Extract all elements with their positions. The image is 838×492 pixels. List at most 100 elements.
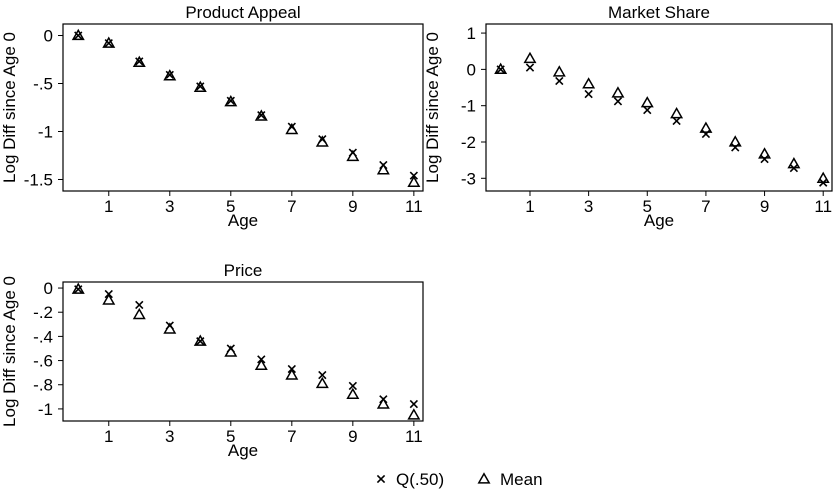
point-mean	[758, 147, 772, 159]
point-q50-stroke-b	[672, 116, 681, 126]
point-mean	[582, 77, 596, 89]
point-mean	[163, 322, 177, 334]
point-mean	[193, 80, 207, 92]
point-mean	[407, 175, 421, 188]
y-tick-label: -.6	[33, 352, 53, 371]
legend-marker-q50-stroke-b	[376, 474, 386, 484]
point-mean	[407, 408, 421, 420]
point-mean	[699, 121, 713, 133]
chart-title: Product Appeal	[185, 3, 300, 22]
point-q50-stroke-b	[731, 143, 740, 152]
x-tick-label: 7	[287, 427, 296, 446]
point-q50	[672, 116, 681, 126]
x-tick-label: 5	[226, 427, 235, 446]
point-mean	[71, 28, 85, 41]
panel-2: Market Share 1 3 5 7 9 11 Age 1 0 -1 -2 -3 Log Diff s…	[423, 3, 833, 230]
y-tick-label: -3	[461, 169, 476, 188]
point-mean	[376, 163, 390, 175]
point-mean	[376, 397, 390, 409]
legend-marker-mean	[477, 472, 491, 484]
point-mean	[315, 135, 329, 147]
point-q50-stroke-b	[196, 82, 205, 91]
x-axis-label: Age	[228, 211, 258, 230]
x-axis-label: Age	[228, 441, 258, 460]
point-mean	[285, 122, 299, 135]
point-q50-stroke-b	[257, 111, 266, 120]
point-mean	[670, 106, 684, 119]
x-tick-label: 1	[104, 197, 113, 216]
point-q50	[613, 97, 623, 106]
y-tick-label: 0	[44, 279, 53, 298]
series-mean	[71, 282, 421, 420]
point-q50-stroke-b	[348, 381, 357, 391]
y-tick-label: 0	[44, 27, 53, 46]
point-mean	[816, 171, 830, 183]
point-q50-stroke-b	[409, 399, 419, 409]
point-mean	[254, 358, 268, 371]
x-tick-label: 7	[287, 197, 296, 216]
x-tick-label: 3	[165, 197, 174, 216]
panel-1: Product Appeal 1 3 5 7 9 11 Age 0 -.5 -1 -1.5 Log Di…	[0, 3, 424, 230]
legend-label-q50: Q(.50)	[396, 470, 444, 489]
x-tick-label: 9	[348, 197, 357, 216]
point-q50	[584, 89, 593, 99]
legend-label-mean: Mean	[500, 470, 543, 489]
series-mean	[494, 51, 830, 183]
y-tick-label: -1	[38, 400, 53, 419]
x-tick-label: 3	[584, 197, 593, 216]
point-mean	[71, 282, 85, 294]
point-q50-stroke-b	[135, 300, 144, 310]
x-tick-label: 11	[405, 197, 423, 216]
point-mean	[132, 307, 146, 320]
x-tick-label: 3	[165, 427, 174, 446]
y-axis-label: Log Diff since Age 0	[0, 276, 19, 427]
point-q50-stroke-b	[409, 171, 419, 180]
y-tick-label: -1.5	[24, 170, 53, 189]
point-q50	[643, 105, 652, 115]
point-mean	[494, 62, 508, 75]
point-mean	[224, 345, 238, 357]
point-mean	[224, 95, 238, 107]
point-mean	[346, 387, 360, 400]
y-tick-label: -.8	[33, 376, 53, 395]
point-mean	[523, 51, 537, 64]
point-q50	[731, 143, 740, 152]
point-mean	[346, 149, 360, 162]
point-q50-stroke-b	[643, 105, 652, 115]
point-mean	[102, 293, 116, 305]
point-mean	[552, 65, 566, 77]
point-q50-stroke-b	[584, 89, 593, 99]
chart-title: Price	[224, 261, 263, 280]
point-q50	[135, 300, 144, 310]
point-q50	[409, 399, 419, 409]
y-axis-label: Log Diff since Age 0	[0, 32, 19, 183]
series-q50	[496, 63, 828, 187]
point-mean	[193, 334, 207, 346]
y-tick-label: 0	[467, 60, 476, 79]
point-q50	[135, 57, 144, 66]
point-mean	[640, 96, 654, 108]
point-mean	[787, 157, 801, 169]
plot-frame	[485, 23, 833, 192]
point-q50-stroke-b	[555, 76, 564, 86]
point-q50	[409, 171, 419, 180]
x-tick-label: 1	[104, 427, 113, 446]
series-mean	[71, 28, 421, 188]
point-q50-stroke-b	[165, 70, 174, 80]
point-q50	[318, 370, 327, 380]
point-mean	[163, 69, 177, 81]
point-mean	[254, 109, 268, 121]
point-q50	[760, 154, 769, 164]
chart-title: Market Share	[608, 3, 710, 22]
point-mean	[285, 368, 299, 380]
point-mean	[611, 86, 625, 98]
x-tick-label: 5	[226, 197, 235, 216]
x-tick-label: 9	[760, 197, 769, 216]
point-mean	[102, 36, 116, 48]
y-tick-label: 1	[467, 24, 476, 43]
x-axis-label: Age	[644, 211, 674, 230]
y-tick-label: -2	[461, 133, 476, 152]
point-q50	[226, 96, 235, 105]
point-q50-stroke-b	[525, 63, 535, 72]
